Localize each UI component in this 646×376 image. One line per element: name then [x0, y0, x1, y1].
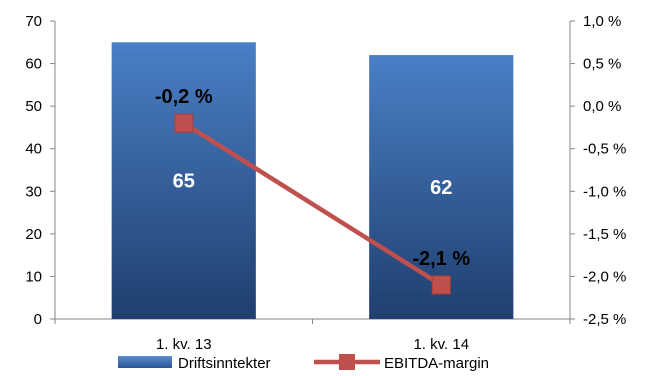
legend-label-line: EBITDA-margin — [384, 355, 489, 372]
y-right-tick-label: -1,0 % — [583, 183, 626, 200]
y-left-tick-label: 40 — [25, 141, 42, 158]
bar-data-label: 62 — [430, 177, 452, 199]
x-tick-label: 1. kv. 13 — [156, 336, 212, 353]
bars — [111, 42, 514, 320]
y-left-tick-label: 30 — [25, 183, 42, 200]
y-left-tick-label: 0 — [34, 311, 42, 328]
legend-swatch-marker — [339, 354, 355, 370]
axes: 0 10 20 30 40 50 60 70 -2,5 % -2,0 % -1,5 % -1,0 % -… — [25, 13, 626, 353]
y-right-tick-label: -1,5 % — [583, 226, 626, 243]
y-left-tick-label: 50 — [25, 98, 42, 115]
y-left-tick-label: 60 — [25, 56, 42, 73]
line-data-label: -0,2 % — [155, 86, 213, 108]
data-labels: 65 62 -0,2 % -2,1 % — [155, 86, 471, 270]
line-path — [182, 121, 443, 287]
y-right-tick-label: -2,0 % — [583, 268, 626, 285]
y-right-tick-label: 0,5 % — [583, 56, 621, 73]
y-right-tick-label: 1,0 % — [583, 13, 621, 30]
bar — [111, 42, 256, 320]
line-series — [174, 113, 451, 295]
line-data-label: -2,1 % — [412, 248, 470, 270]
y-right-tick-label: 0,0 % — [583, 98, 621, 115]
legend-label-bar: Driftsinntekter — [178, 355, 271, 372]
y-left-tick-label: 70 — [25, 13, 42, 30]
y-left-tick-label: 10 — [25, 268, 42, 285]
line-marker — [174, 113, 194, 133]
y-right-tick-label: -2,5 % — [583, 311, 626, 328]
y-right-tick-label: -0,5 % — [583, 141, 626, 158]
line-marker — [431, 275, 451, 295]
legend: Driftsinntekter EBITDA-margin — [118, 354, 489, 372]
x-tick-label: 1. kv. 14 — [413, 336, 469, 353]
legend-swatch-bar — [118, 356, 172, 368]
bar — [369, 55, 514, 320]
y-left-tick-label: 20 — [25, 226, 42, 243]
bar-data-label: 65 — [173, 171, 195, 193]
